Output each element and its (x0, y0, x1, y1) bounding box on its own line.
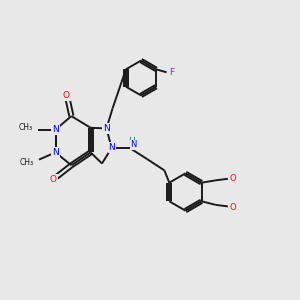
Text: N: N (108, 143, 115, 152)
Text: CH₃: CH₃ (20, 158, 34, 167)
Text: H: H (128, 137, 134, 146)
Text: O: O (230, 174, 237, 183)
Text: N: N (52, 125, 59, 134)
Text: O: O (50, 175, 57, 184)
Text: N: N (130, 140, 136, 149)
Text: O: O (63, 91, 70, 100)
Text: N: N (52, 148, 59, 157)
Text: N: N (103, 124, 110, 133)
Text: F: F (169, 68, 174, 77)
Text: O: O (230, 202, 237, 211)
Text: CH₃: CH₃ (18, 123, 32, 132)
